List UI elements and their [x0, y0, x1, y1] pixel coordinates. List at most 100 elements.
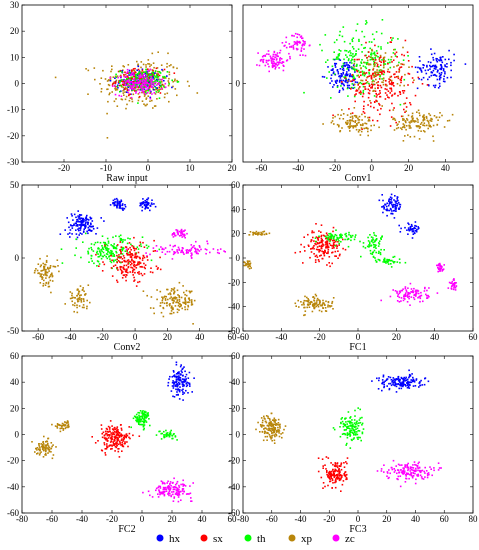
point-sx — [151, 271, 154, 274]
point-zc — [125, 76, 128, 78]
point-xp — [178, 298, 181, 301]
point-hx — [329, 82, 331, 84]
point-xp — [169, 312, 171, 315]
point-th — [115, 251, 118, 254]
point-hx — [140, 203, 142, 205]
point-sx — [111, 438, 114, 440]
point-th — [379, 75, 381, 78]
point-xp — [59, 424, 62, 427]
point-sx — [114, 436, 116, 439]
point-th — [404, 261, 407, 264]
point-xp — [170, 288, 173, 290]
point-xp — [140, 71, 143, 73]
point-th — [390, 266, 393, 268]
point-hx — [427, 380, 430, 383]
point-zc — [301, 37, 303, 40]
point-th — [370, 41, 373, 43]
x-tick-label: -40 — [76, 514, 88, 524]
point-xp — [351, 119, 353, 121]
point-xp — [330, 305, 333, 307]
point-th — [339, 50, 342, 52]
point-sx — [112, 265, 115, 267]
point-hx — [387, 376, 390, 378]
point-xp — [167, 80, 170, 82]
point-th — [148, 74, 150, 77]
point-hx — [142, 198, 144, 200]
point-xp — [412, 119, 414, 122]
point-sx — [124, 276, 127, 278]
point-hx — [187, 392, 189, 394]
point-sx — [407, 60, 410, 62]
point-zc — [178, 248, 180, 250]
point-th — [347, 238, 350, 240]
point-hx — [435, 75, 438, 77]
point-th — [368, 71, 370, 74]
point-hx — [419, 381, 421, 383]
point-zc — [166, 482, 168, 484]
point-zc — [181, 251, 184, 253]
point-xp — [71, 292, 73, 295]
point-sx — [353, 58, 356, 61]
point-zc — [158, 489, 160, 491]
point-th — [352, 56, 354, 58]
point-th — [373, 95, 376, 97]
point-zc — [135, 82, 137, 84]
point-th — [355, 428, 357, 430]
point-zc — [299, 41, 302, 44]
point-xp — [178, 295, 180, 297]
point-xp — [128, 72, 130, 75]
point-sx — [106, 443, 108, 445]
point-zc — [262, 61, 265, 64]
point-xp — [45, 259, 48, 262]
point-xp — [163, 302, 166, 305]
point-th — [166, 71, 169, 73]
point-xp — [392, 118, 394, 121]
point-zc — [145, 78, 148, 81]
point-zc — [164, 247, 167, 249]
point-sx — [326, 240, 328, 242]
point-xp — [113, 81, 116, 83]
point-th — [349, 435, 351, 437]
point-zc — [452, 283, 455, 286]
point-hx — [394, 380, 396, 383]
point-zc — [172, 491, 175, 493]
point-xp — [294, 302, 297, 305]
point-xp — [43, 435, 45, 438]
point-th — [349, 420, 352, 423]
point-xp — [413, 121, 416, 123]
point-zc — [158, 485, 160, 488]
point-sx — [132, 270, 134, 272]
point-zc — [276, 61, 278, 64]
point-xp — [80, 299, 82, 302]
point-xp — [410, 127, 412, 129]
point-xp — [376, 69, 378, 71]
point-zc — [304, 40, 306, 43]
point-sx — [127, 77, 130, 79]
point-th — [347, 245, 350, 248]
point-zc — [442, 268, 445, 270]
point-zc — [176, 250, 179, 253]
point-th — [392, 256, 394, 258]
point-th — [360, 439, 362, 442]
point-zc — [152, 78, 154, 81]
point-xp — [187, 304, 189, 307]
point-xp — [36, 269, 39, 272]
point-th — [353, 238, 356, 241]
y-tick-label: -20 — [7, 131, 19, 141]
point-hx — [397, 376, 399, 378]
point-xp — [331, 120, 334, 122]
point-sx — [356, 90, 359, 92]
point-xp — [438, 116, 441, 119]
point-hx — [399, 203, 402, 206]
point-hx — [381, 382, 384, 385]
point-xp — [403, 124, 406, 126]
point-sx — [158, 74, 161, 77]
point-th — [314, 237, 317, 239]
point-xp — [370, 56, 373, 59]
point-xp — [295, 305, 297, 307]
point-hx — [335, 82, 338, 84]
point-hx — [349, 66, 351, 69]
point-zc — [415, 289, 417, 292]
point-th — [377, 245, 380, 247]
point-sx — [146, 75, 149, 77]
